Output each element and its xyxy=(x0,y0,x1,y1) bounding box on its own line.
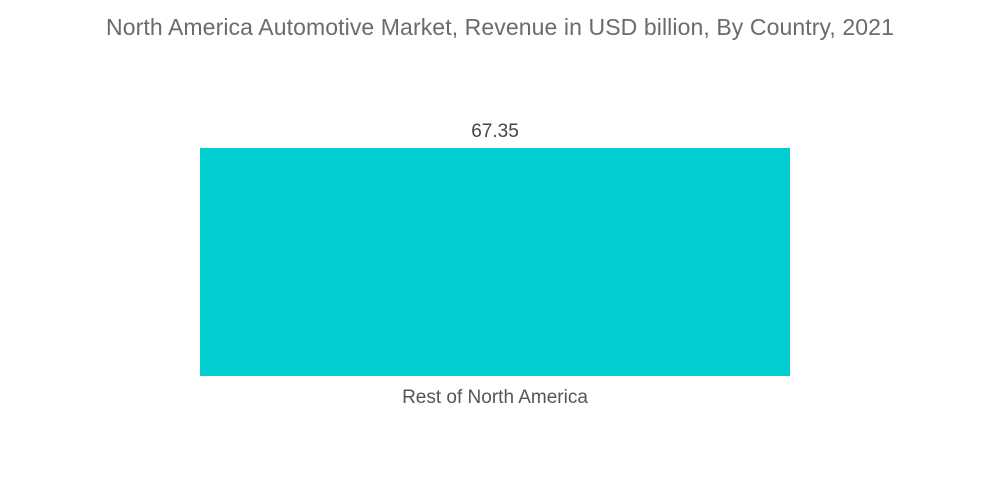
data-label-0: 67.35 xyxy=(471,121,519,142)
bar-0 xyxy=(200,148,790,376)
labels-layer: 67.35 xyxy=(471,121,519,142)
x-axis-ticks: Rest of North America xyxy=(402,387,588,408)
x-tick-label-0: Rest of North America xyxy=(402,387,588,408)
chart-title: North America Automotive Market, Revenue… xyxy=(106,14,894,40)
bars-layer xyxy=(200,148,790,376)
